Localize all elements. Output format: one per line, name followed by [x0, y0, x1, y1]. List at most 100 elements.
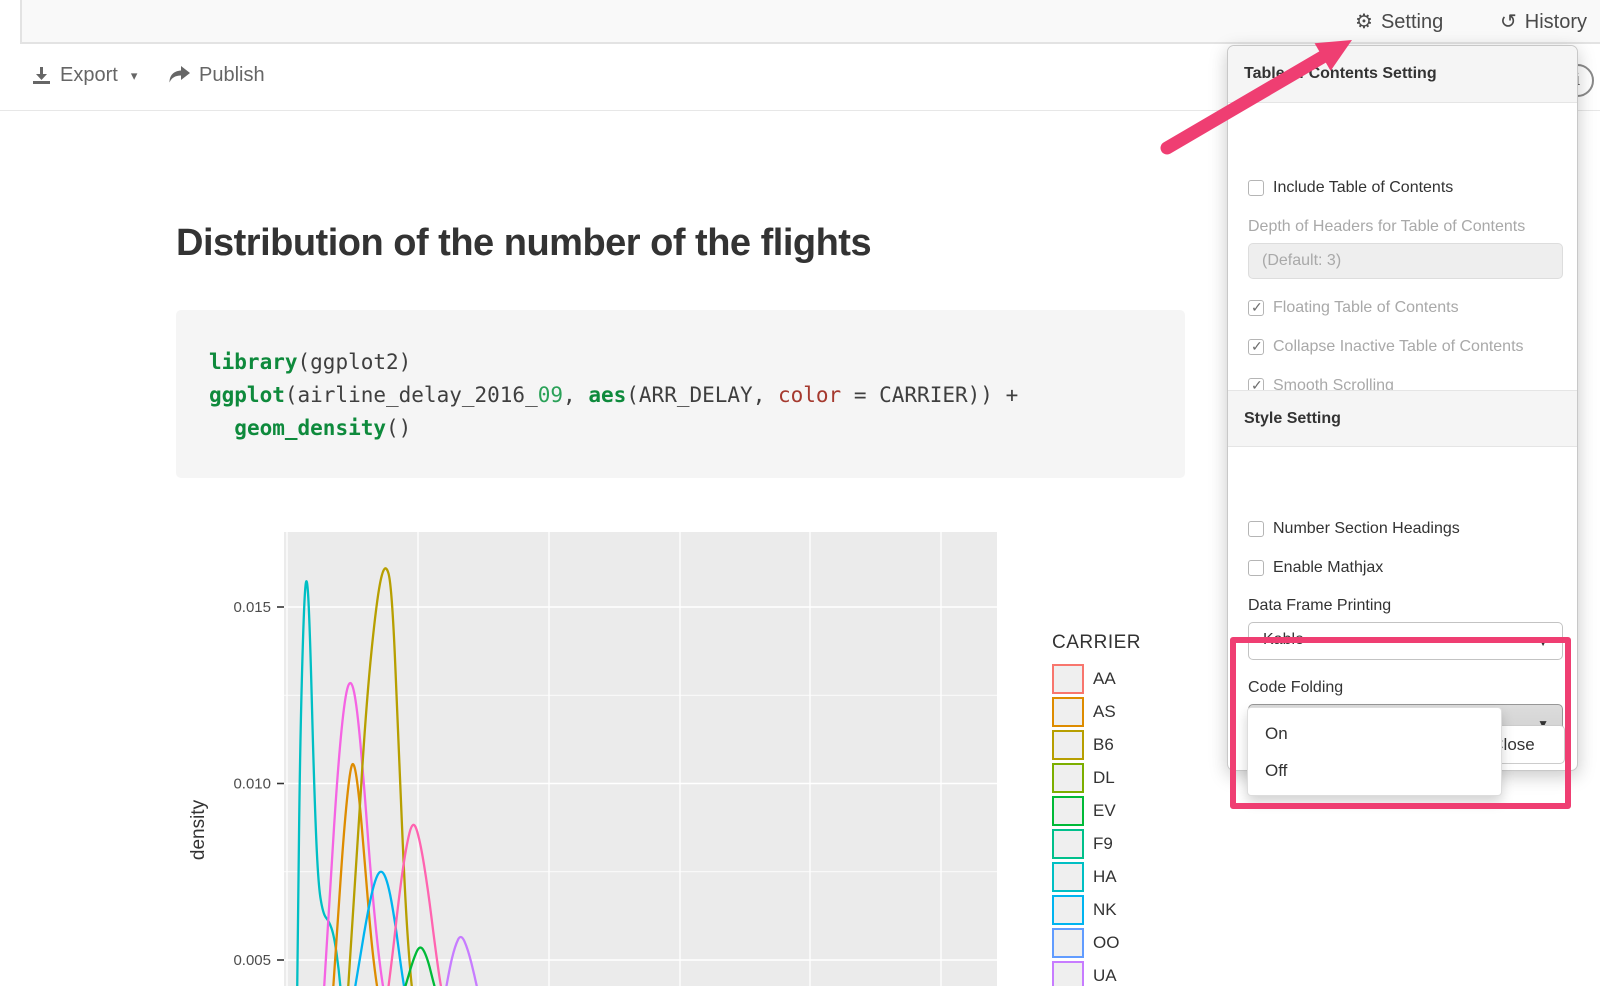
code-folding-dropdown: On Off: [1247, 707, 1502, 796]
legend-label: UA: [1093, 965, 1117, 985]
legend-key-swatch: [1052, 894, 1084, 925]
legend-label: NK: [1093, 899, 1117, 919]
caret-down-icon: ▾: [130, 67, 138, 83]
setting-label: Setting: [1380, 11, 1444, 33]
code-line: geom_density(): [209, 412, 1185, 445]
legend-key-swatch: [1052, 663, 1084, 694]
checkbox-icon[interactable]: [1248, 521, 1264, 537]
legend-label: B6: [1093, 734, 1114, 754]
checkbox-icon[interactable]: [1248, 299, 1264, 316]
legend-item: NK: [1052, 893, 1192, 926]
legend-item: DL: [1052, 761, 1192, 794]
collapse-toc-checkbox-row[interactable]: Collapse Inactive Table of Contents: [1248, 338, 1524, 356]
legend-item: UA: [1052, 959, 1192, 986]
code-line: ggplot(airline_delay_2016_09, aes(ARR_DE…: [209, 379, 1185, 412]
include-toc-label: Include Table of Contents: [1273, 179, 1454, 196]
density-curve-EV: [404, 946, 436, 986]
y-axis-label: density: [188, 799, 209, 860]
legend-label: DL: [1093, 767, 1115, 787]
density-chart: 0.015 0.010 0.005 density: [188, 532, 997, 986]
legend-item: EV: [1052, 794, 1192, 827]
legend-item: AA: [1052, 662, 1192, 695]
number-headings-checkbox-row[interactable]: Number Section Headings: [1248, 520, 1460, 538]
code-token: (): [386, 416, 412, 440]
legend-item: OO: [1052, 926, 1192, 959]
density-curve-B6: [347, 567, 413, 986]
y-tick-label: 0.015: [233, 599, 271, 616]
legend-key-swatch: [1052, 927, 1084, 958]
code-token: = CARRIER)) +: [841, 383, 1019, 407]
settings-panel: Table of Contents Setting Include Table …: [1227, 45, 1578, 771]
depth-input[interactable]: [1248, 243, 1563, 279]
toc-section-header: Table of Contents Setting: [1228, 46, 1577, 103]
y-tick-label: 0.010: [233, 776, 271, 793]
history-button[interactable]: ↺ History: [1500, 9, 1587, 34]
smooth-scrolling-checkbox-row[interactable]: Smooth Scrolling: [1248, 377, 1394, 395]
export-button[interactable]: Export ▾: [32, 64, 137, 87]
dataframe-printing-select[interactable]: Kable ▼: [1248, 622, 1563, 660]
code-token: (airline_delay_2016_: [284, 383, 538, 407]
collapse-toc-label: Collapse Inactive Table of Contents: [1273, 338, 1524, 355]
chart-legend: CARRIER AA AS B6 DL EV F9 HA NK OO UA: [1052, 632, 1192, 986]
setting-button[interactable]: ⚙ Setting: [1355, 9, 1443, 34]
code-token: 09: [537, 383, 564, 407]
select-caret-icon: ▼: [1537, 717, 1549, 731]
checkbox-icon[interactable]: [1248, 338, 1264, 355]
code-token: aes: [588, 383, 627, 407]
export-label: Export: [60, 64, 118, 86]
legend-key-swatch: [1052, 960, 1084, 986]
legend-label: HA: [1093, 866, 1117, 886]
style-section-header: Style Setting: [1228, 390, 1577, 447]
legend-item: F9: [1052, 827, 1192, 860]
legend-item: AS: [1052, 695, 1192, 728]
code-block: library(ggplot2) ggplot(airline_delay_20…: [176, 310, 1185, 478]
code-token: color: [777, 383, 842, 407]
code-token: geom_density: [234, 416, 387, 440]
legend-key-swatch: [1052, 762, 1084, 793]
checkbox-icon[interactable]: [1248, 560, 1264, 576]
code-token: ,: [563, 383, 589, 407]
density-curve-unknown-pink: [387, 823, 443, 986]
dropdown-option-off[interactable]: Off: [1265, 761, 1288, 780]
code-folding-label: Code Folding: [1248, 679, 1344, 696]
include-toc-checkbox-row[interactable]: Include Table of Contents: [1248, 179, 1453, 197]
code-token: [209, 416, 234, 440]
share-arrow-icon: [169, 66, 190, 83]
density-curve-UA: [445, 935, 478, 986]
select-caret-icon: ▼: [1537, 635, 1549, 649]
publish-button[interactable]: Publish: [168, 64, 265, 87]
legend-key-swatch: [1052, 828, 1084, 859]
download-icon: [33, 67, 50, 84]
number-headings-label: Number Section Headings: [1273, 520, 1460, 537]
legend-label: F9: [1093, 833, 1113, 853]
history-label: History: [1524, 11, 1587, 33]
depth-label: Depth of Headers for Table of Contents: [1248, 218, 1526, 235]
floating-toc-label: Floating Table of Contents: [1273, 299, 1459, 316]
legend-key-swatch: [1052, 696, 1084, 727]
legend-key-swatch: [1052, 861, 1084, 892]
legend-label: EV: [1093, 800, 1116, 820]
density-curve-NK: [354, 870, 406, 986]
code-token: (ggplot2): [297, 350, 412, 374]
legend-item: HA: [1052, 860, 1192, 893]
legend-label: AA: [1093, 668, 1116, 688]
mathjax-label: Enable Mathjax: [1273, 559, 1384, 576]
dataframe-printing-label: Data Frame Printing: [1248, 597, 1392, 614]
checkbox-icon[interactable]: [1248, 180, 1264, 196]
code-token: (ARR_DELAY,: [626, 383, 778, 407]
legend-label: AS: [1093, 701, 1116, 721]
legend-item: B6: [1052, 728, 1192, 761]
legend-title: CARRIER: [1052, 632, 1142, 653]
density-curve-AS: [332, 762, 379, 986]
density-curve-HA: [296, 580, 342, 986]
mathjax-checkbox-row[interactable]: Enable Mathjax: [1248, 559, 1383, 577]
dropdown-option-on[interactable]: On: [1265, 724, 1288, 743]
legend-label: OO: [1093, 932, 1120, 952]
legend-key-swatch: [1052, 729, 1084, 760]
code-token: library: [209, 350, 298, 374]
legend-key-swatch: [1052, 795, 1084, 826]
floating-toc-checkbox-row[interactable]: Floating Table of Contents: [1248, 299, 1459, 317]
y-tick-label: 0.005: [233, 952, 271, 969]
code-line: library(ggplot2): [209, 346, 1185, 379]
history-icon: ↺: [1500, 11, 1517, 33]
